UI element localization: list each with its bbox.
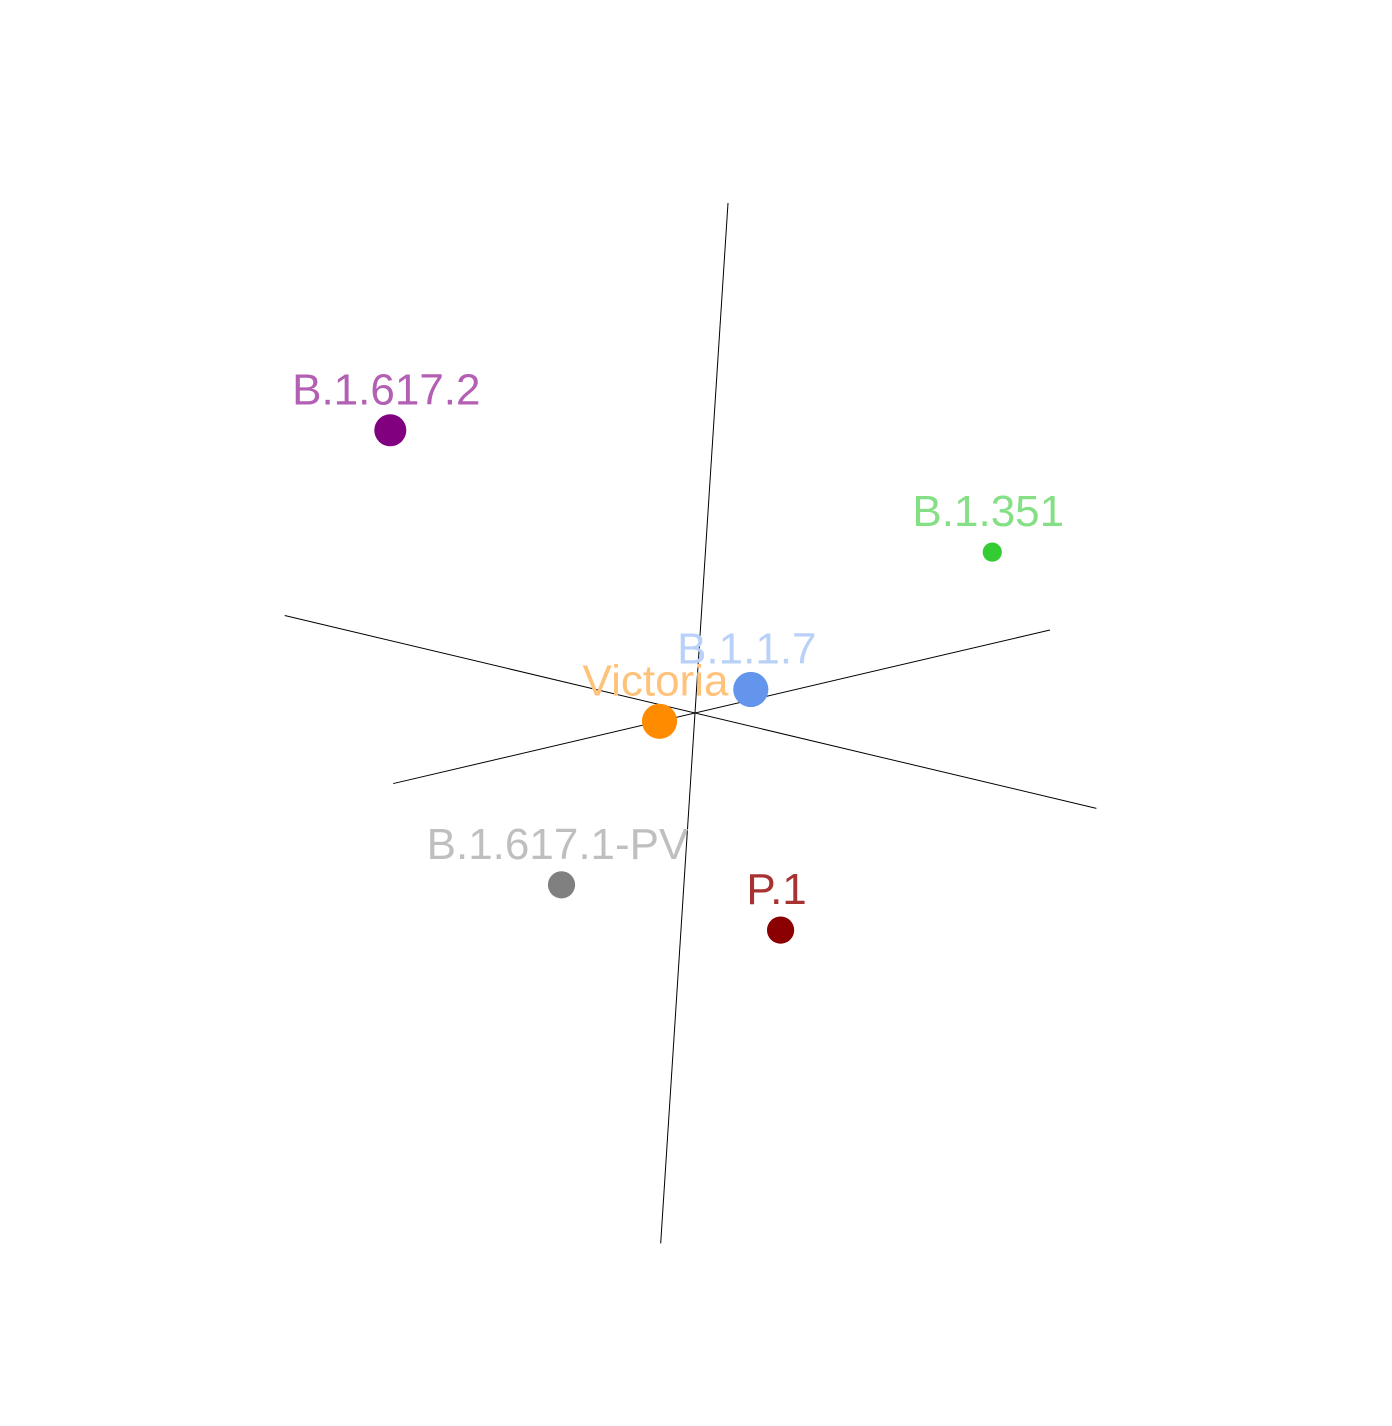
data-point-b-1-617-2 (374, 414, 407, 447)
data-label-b-1-617-1-pv: B.1.617.1-PV (427, 820, 689, 869)
data-point-victoria (641, 703, 678, 739)
data-label-b-1-617-2: B.1.617.2 (292, 365, 480, 414)
y-axis-line (284, 614, 1097, 809)
data-point-b-1-351 (982, 542, 1002, 562)
data-point-p-1 (766, 916, 795, 944)
data-point-b-1-617-1-pv (547, 871, 576, 899)
x-axis-line (393, 629, 1051, 785)
data-label-victoria: Victoria (583, 656, 729, 705)
z-axis-line (660, 202, 729, 1244)
data-points (374, 414, 1002, 944)
data-label-b-1-1-7: B.1.1.7 (677, 624, 816, 673)
axes-group (284, 202, 1097, 1244)
data-label-p-1: P.1 (746, 865, 806, 914)
data-point-b-1-1-7 (733, 671, 769, 708)
data-label-b-1-351: B.1.351 (912, 487, 1064, 536)
